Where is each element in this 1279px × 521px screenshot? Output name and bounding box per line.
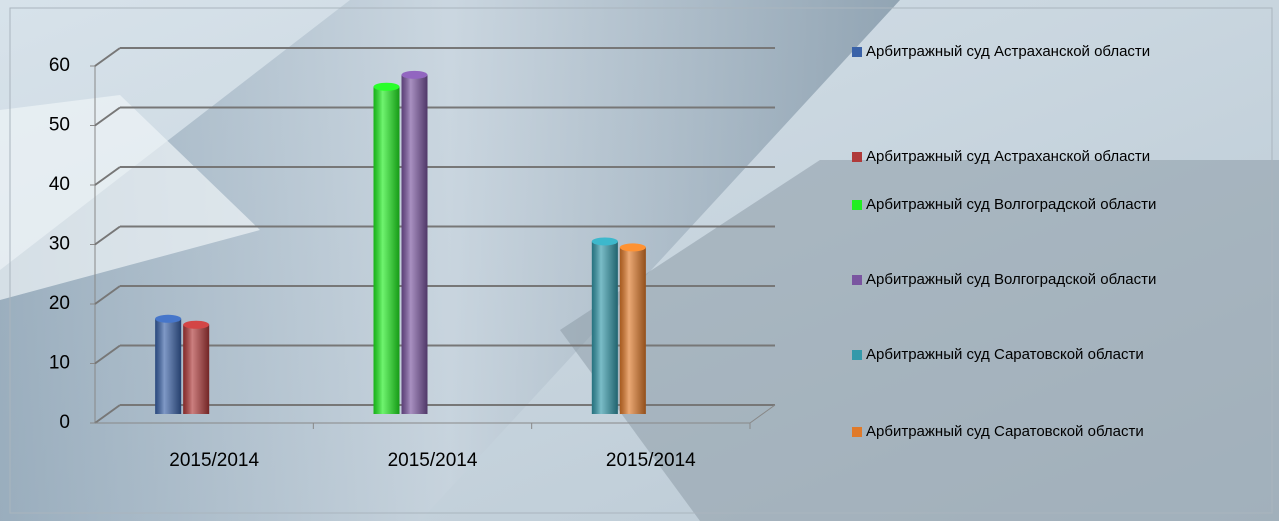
bar-shade xyxy=(591,241,618,414)
y-tick-label: 50 xyxy=(49,115,70,136)
grid-line xyxy=(94,166,121,186)
legend-label: Арбитражный суд Саратовской области xyxy=(866,346,1144,363)
background-image xyxy=(0,95,260,300)
bar-top xyxy=(183,320,210,329)
legend-label: Арбитражный суд Волгоградской области xyxy=(866,271,1156,288)
legend-label: Арбитражный суд Саратовской области xyxy=(866,423,1144,440)
chart-border xyxy=(9,7,1273,514)
bar-shade xyxy=(401,74,428,414)
bar-top xyxy=(373,82,400,91)
bar-shade xyxy=(183,324,210,414)
legend-swatch xyxy=(852,200,862,210)
bar-shade xyxy=(619,247,646,414)
grid-line xyxy=(94,344,121,365)
y-tick-label: 10 xyxy=(49,353,70,374)
grid-line xyxy=(94,106,121,127)
y-tick-label: 0 xyxy=(59,412,70,433)
x-tick-label: 2015/2014 xyxy=(606,450,696,471)
legend-label: Арбитражный суд Астраханской области xyxy=(866,148,1150,165)
bar-top xyxy=(619,243,646,252)
x-tick-label: 2015/2014 xyxy=(388,450,478,471)
grid-line xyxy=(94,47,121,67)
bar-shade xyxy=(373,86,400,414)
y-tick-label: 60 xyxy=(49,55,70,76)
background-image xyxy=(560,160,1279,521)
grid-line xyxy=(94,404,121,424)
legend-swatch xyxy=(852,275,862,285)
legend-swatch xyxy=(852,152,862,162)
legend-swatch xyxy=(852,427,862,437)
y-tick-label: 20 xyxy=(49,293,70,314)
y-tick-label: 30 xyxy=(49,234,70,255)
x-tick-label: 2015/2014 xyxy=(169,450,259,471)
y-tick-label: 40 xyxy=(49,174,70,195)
legend-label: Арбитражный суд Волгоградской области xyxy=(866,196,1156,213)
legend-swatch xyxy=(852,47,862,57)
legend-swatch xyxy=(852,350,862,360)
grid-line xyxy=(94,225,121,246)
grid-line xyxy=(94,285,121,305)
bar-shade xyxy=(155,318,182,414)
bar-top xyxy=(155,314,182,323)
bar-top xyxy=(401,70,428,79)
background-image xyxy=(0,0,900,521)
legend-label: Арбитражный суд Астраханской области xyxy=(866,43,1150,60)
floor-edge xyxy=(749,404,776,424)
bar-top xyxy=(591,237,618,246)
